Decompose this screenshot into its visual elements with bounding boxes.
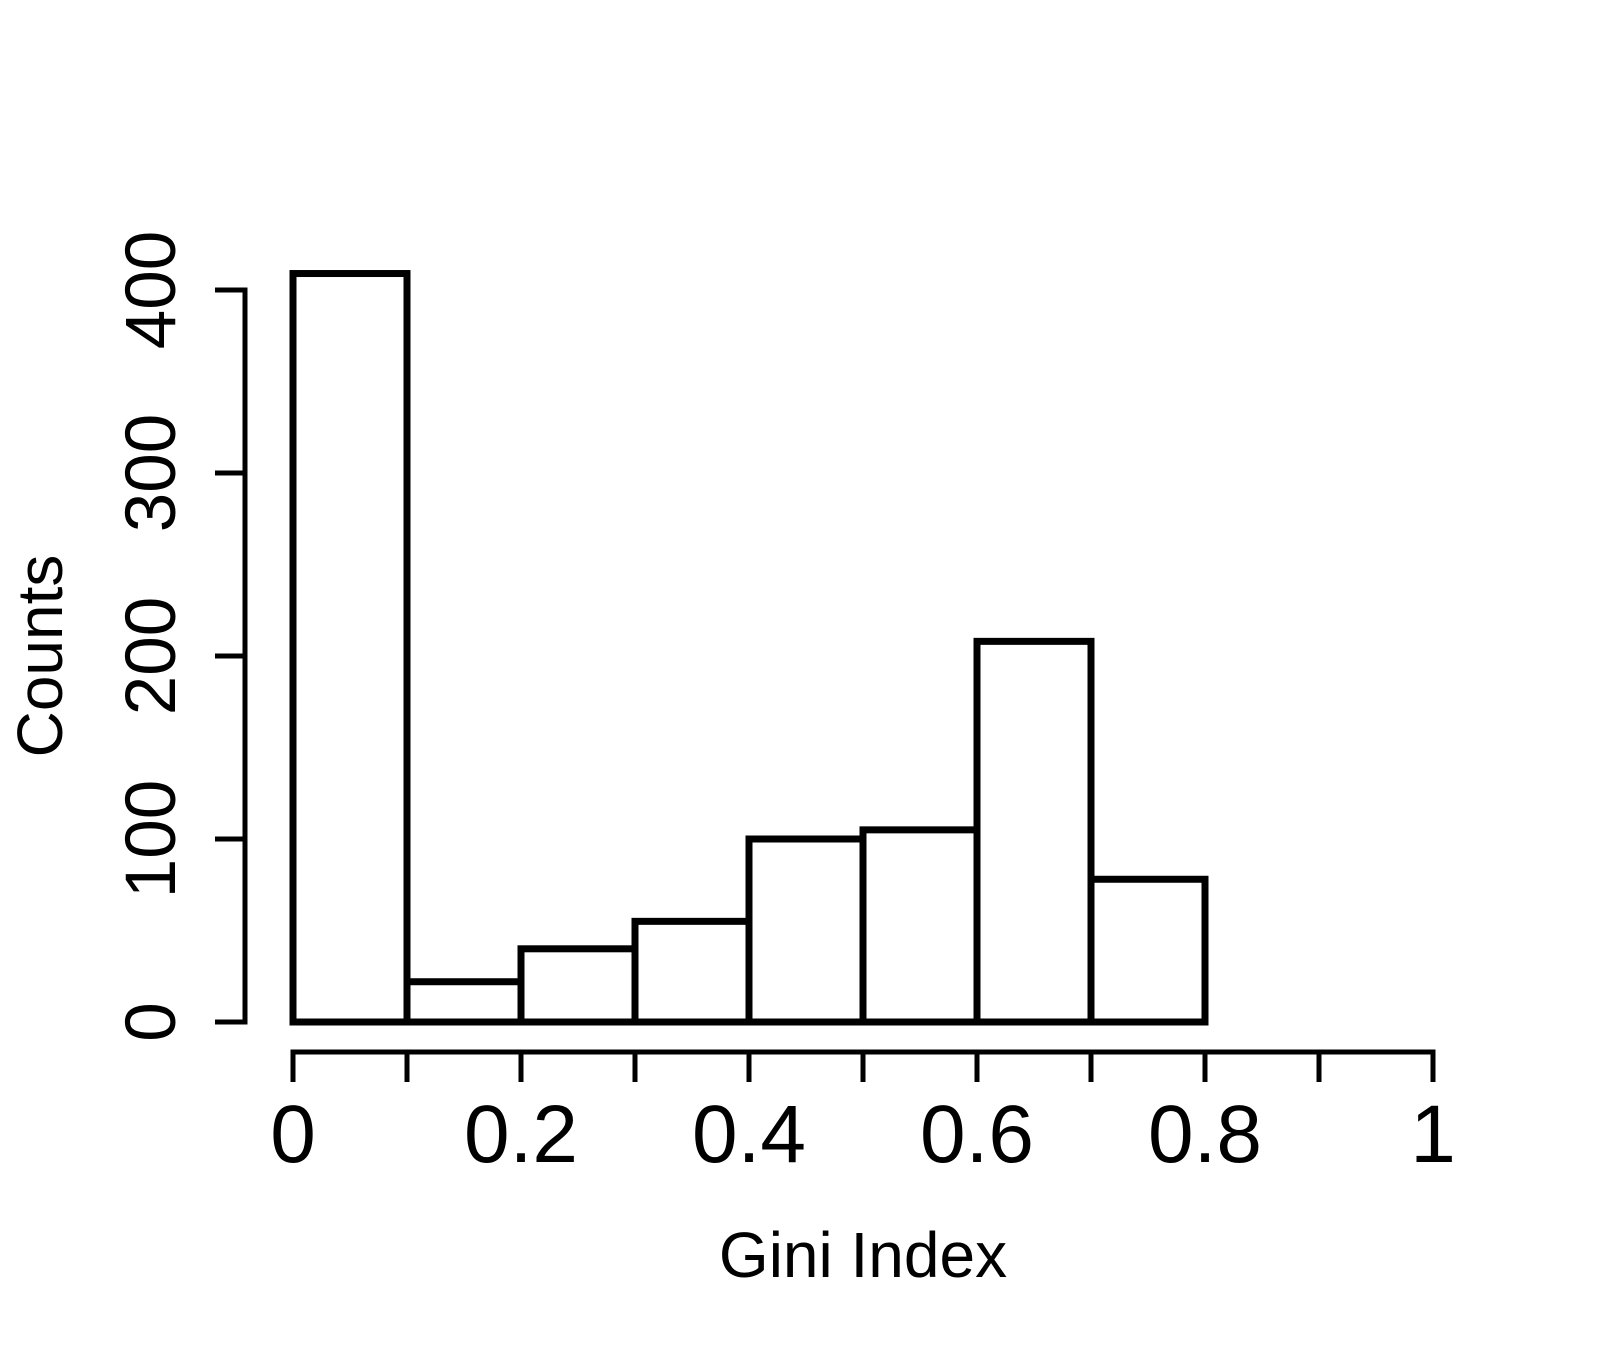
histogram-bar bbox=[631, 917, 753, 1026]
histogram-bar bbox=[289, 270, 411, 1026]
histogram-bars bbox=[289, 270, 1209, 1026]
y-axis: 0 100 200 300 400 bbox=[112, 231, 248, 1042]
y-axis-title: Counts bbox=[4, 555, 76, 758]
x-axis-title: Gini Index bbox=[719, 1219, 1007, 1291]
y-tick-label: 400 bbox=[112, 231, 191, 349]
histogram-bar bbox=[745, 835, 867, 1026]
histogram-bar bbox=[1087, 875, 1209, 1026]
histogram-bar bbox=[973, 637, 1095, 1026]
x-axis: 0 0.2 0.4 0.6 0.8 1 bbox=[270, 1049, 1456, 1180]
x-tick-label: 0 bbox=[270, 1089, 316, 1180]
histogram-bar bbox=[859, 826, 981, 1026]
y-tick-label: 0 bbox=[112, 1002, 191, 1042]
y-tick-label: 200 bbox=[112, 597, 191, 715]
y-tick-label: 100 bbox=[112, 780, 191, 898]
histogram-bar bbox=[403, 978, 525, 1026]
y-tick-label: 300 bbox=[112, 414, 191, 532]
x-tick-label: 1 bbox=[1410, 1089, 1456, 1180]
x-tick-label: 0.4 bbox=[692, 1089, 806, 1180]
histogram-bar bbox=[517, 945, 639, 1026]
x-tick-label: 0.6 bbox=[920, 1089, 1034, 1180]
x-tick-label: 0.8 bbox=[1148, 1089, 1262, 1180]
x-tick-label: 0.2 bbox=[464, 1089, 578, 1180]
